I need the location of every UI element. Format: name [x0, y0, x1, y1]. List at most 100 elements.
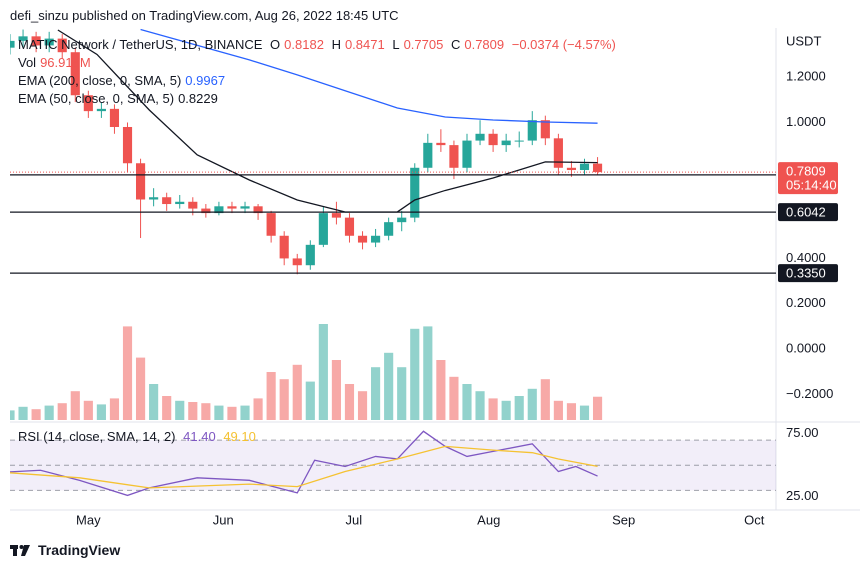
footer: TradingView	[10, 542, 120, 558]
candle-body	[488, 133, 498, 146]
candle-body	[279, 235, 289, 259]
volume-bar	[488, 398, 498, 420]
candle-body	[318, 213, 328, 245]
x-tick-label: Sep	[612, 512, 635, 527]
change: −0.0374 (−4.57%)	[511, 37, 616, 52]
x-tick-label: May	[76, 512, 101, 527]
volume-bar	[527, 388, 537, 420]
last-price-badge	[778, 162, 838, 195]
rsi-tick-label: 75.00	[786, 425, 819, 440]
candle-body	[423, 142, 433, 168]
ohlc-label: H	[331, 37, 341, 52]
volume-bar	[31, 409, 41, 420]
volume-bar	[96, 404, 106, 420]
ohlc-label: L	[392, 37, 400, 52]
volume-bar	[344, 384, 355, 420]
volume-bar	[279, 379, 289, 420]
candle-body	[162, 197, 172, 205]
candle-body	[305, 244, 315, 266]
volume-bar	[592, 396, 603, 420]
rsi-line	[10, 445, 598, 489]
volume-bar	[292, 364, 302, 420]
volume-bar	[44, 405, 54, 420]
y-tick-label: 1.2000	[786, 69, 826, 84]
ohlc-value: 0.8182	[284, 37, 324, 52]
rsi-label: RSI (14, close, SMA, 14, 2)	[18, 429, 176, 444]
y-tick-label: 0.4000	[786, 250, 826, 265]
volume-label: Vol	[18, 55, 37, 70]
ema-label: EMA (50, close, 0, SMA, 5)	[18, 91, 175, 106]
level-badge	[778, 203, 838, 222]
volume-bar	[240, 405, 250, 420]
candle-body	[436, 142, 446, 146]
y-tick-label: 0.0000	[786, 341, 826, 356]
volume-bar	[318, 324, 328, 420]
ohlc-value: 0.8471	[344, 37, 385, 52]
volume-bar	[57, 403, 67, 420]
ema-line	[140, 28, 598, 124]
rsi-pane	[10, 430, 776, 497]
volume-bar	[83, 400, 93, 420]
y-tick-label: −0.2000	[786, 386, 833, 401]
candle-body	[514, 140, 524, 142]
legend-row: EMA (200, close, 0, SMA, 5) 0.9967	[18, 72, 620, 90]
x-tick-label: Jun	[213, 512, 234, 527]
volume-bar	[449, 376, 459, 420]
candle-body	[579, 163, 590, 171]
ohlc-label: O	[270, 37, 281, 52]
y-unit: USDT	[786, 33, 821, 48]
ema-value: 0.8229	[178, 91, 218, 106]
level-label: 0.6042	[786, 205, 826, 220]
volume-bar	[501, 400, 511, 420]
candle-body	[96, 108, 106, 112]
candle-body	[253, 206, 263, 214]
legend-row: Vol 96.915M	[18, 54, 620, 72]
candle-body	[57, 38, 67, 53]
candle-body	[201, 208, 211, 214]
volume-bar	[149, 384, 159, 420]
ohlc-value: 0.7705	[403, 37, 444, 52]
candle-body	[344, 217, 355, 236]
volume-bar	[305, 381, 315, 420]
volume-bar	[475, 391, 485, 420]
rsi-value: 41.40	[183, 429, 216, 444]
candle-body	[227, 206, 237, 209]
volume-bar	[70, 391, 80, 420]
volume-bar	[227, 406, 237, 420]
candle-body	[462, 140, 472, 168]
level-label: 0.3350	[786, 266, 826, 281]
candle-body	[135, 163, 146, 200]
candle-body	[592, 163, 603, 173]
rsi-sma-value: 49.10	[223, 429, 256, 444]
candle-body	[109, 108, 120, 127]
symbol-title: MATIC Network / TetherUS, 1D, BINANCE	[18, 37, 263, 52]
rsi-line	[10, 430, 598, 497]
candle-body	[292, 258, 302, 266]
publish-note: defi_sinzu published on TradingView.com,…	[10, 8, 399, 23]
ema-value: 0.9967	[185, 73, 226, 88]
volume-bar	[514, 396, 524, 420]
candle-body	[449, 145, 459, 168]
rsi-legend: RSI (14, close, SMA, 14, 2) 41.40 49.10	[18, 428, 260, 446]
candle-body	[540, 120, 550, 139]
volume-bar	[462, 384, 472, 420]
volume-bar	[397, 367, 407, 420]
candle-body	[566, 167, 577, 171]
candle-body	[149, 197, 159, 200]
ema-label: EMA (200, close, 0, SMA, 5)	[18, 73, 182, 88]
volume-bar	[266, 372, 276, 420]
candle-body	[553, 138, 563, 168]
volume-bar	[410, 328, 420, 420]
volume-bar	[357, 391, 368, 420]
volume-bar	[436, 360, 446, 420]
candle-body	[214, 206, 224, 214]
volume-bar	[566, 403, 577, 420]
volume-bar	[188, 402, 198, 420]
rsi-tick-label: 25.00	[786, 488, 819, 503]
level-badge	[778, 264, 838, 283]
volume-bar	[122, 326, 133, 420]
candle-body	[397, 217, 407, 223]
candle-body	[83, 95, 93, 112]
